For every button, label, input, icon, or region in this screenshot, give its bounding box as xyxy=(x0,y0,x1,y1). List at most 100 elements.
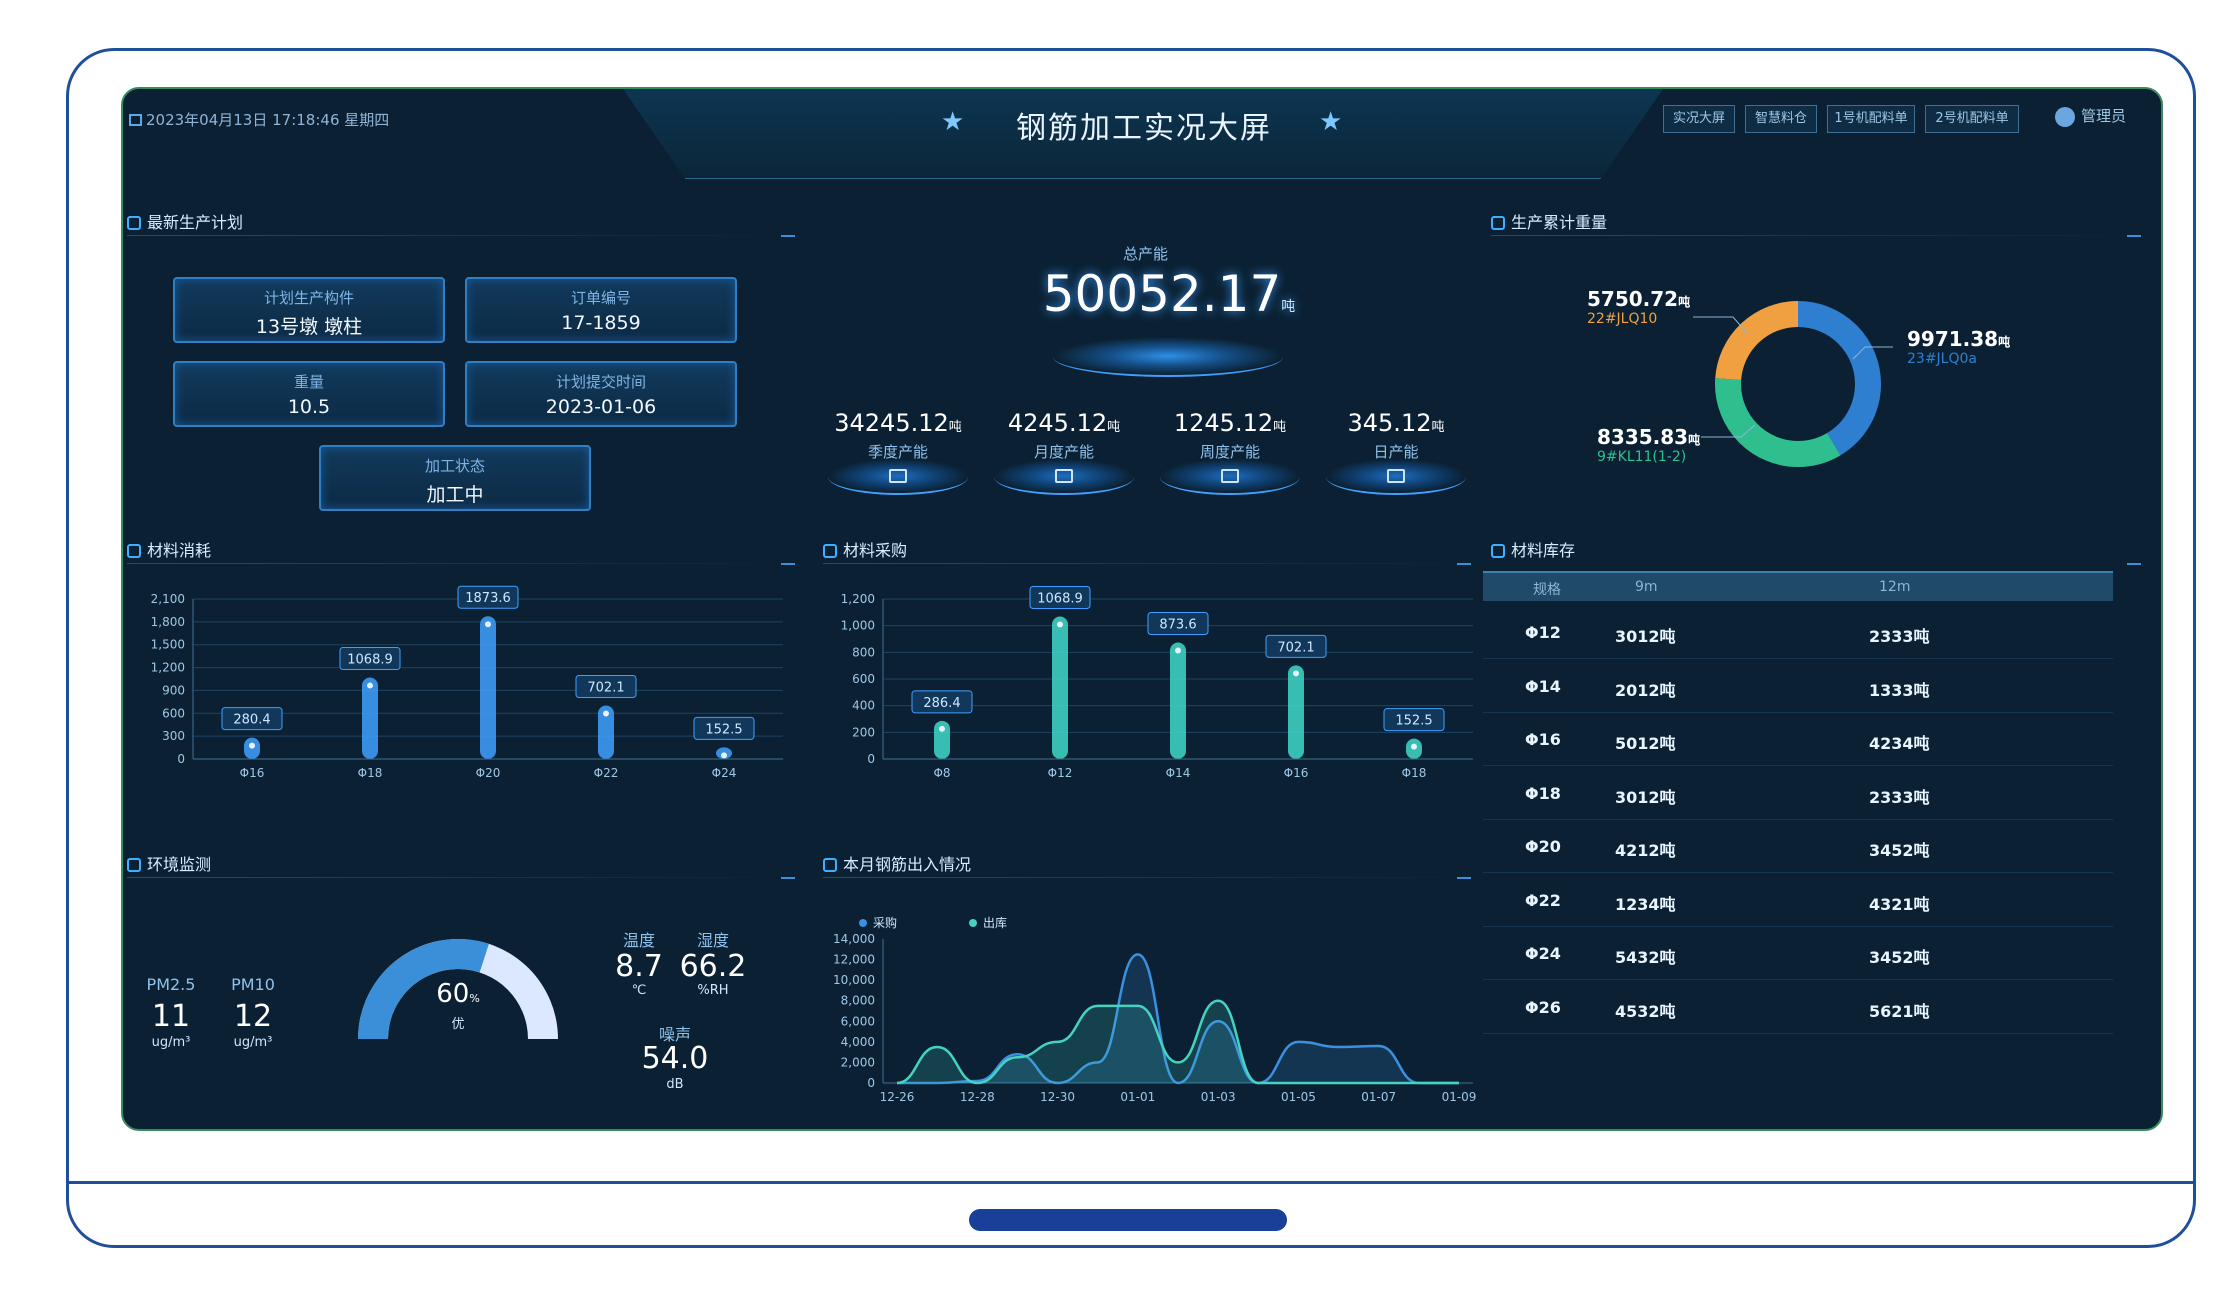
bar xyxy=(1052,616,1068,759)
y-tick-label: 800 xyxy=(852,645,875,659)
table-cell: Φ16 xyxy=(1525,730,1561,749)
temp-value: 8.7 xyxy=(615,949,663,984)
x-tick-label: Φ14 xyxy=(1166,766,1191,780)
user-name: 管理员 xyxy=(2081,107,2127,125)
bar-data-label: 1068.9 xyxy=(1037,591,1083,606)
bar xyxy=(480,616,496,759)
table-cell: 5621吨 xyxy=(1869,1001,1930,1021)
nav-button-warehouse[interactable]: 智慧料仓 xyxy=(1745,105,1817,133)
collapse-dash[interactable] xyxy=(781,235,795,237)
leader-line xyxy=(1701,424,1756,438)
section-icon xyxy=(823,544,837,558)
collapse-dash[interactable] xyxy=(1457,877,1471,879)
bar-label-box xyxy=(1265,634,1327,658)
section-icon xyxy=(127,858,141,872)
section-title-flow: 本月钢筋出入情况 xyxy=(823,851,971,875)
x-tick-label: 01-05 xyxy=(1281,1090,1316,1104)
section-title-plan: 最新生产计划 xyxy=(127,209,243,233)
star-icon: ★ xyxy=(941,107,965,137)
y-tick-label: 1,200 xyxy=(841,592,875,606)
aqi-number: 60 xyxy=(436,979,470,1009)
donut-value-c: 8335.83吨 xyxy=(1597,425,1700,449)
table-cell: Φ14 xyxy=(1525,676,1561,696)
capacity-pedestal xyxy=(994,459,1134,495)
pm10-label: PM10 xyxy=(231,975,275,994)
user-menu[interactable]: 管理员 xyxy=(2055,105,2126,127)
table-cell: 3012吨 xyxy=(1615,627,1676,646)
y-tick-label: 6,000 xyxy=(841,1014,875,1028)
x-tick-label: 01-07 xyxy=(1361,1090,1396,1104)
bar-cap xyxy=(1411,743,1417,750)
capacity-month: 4245.12吨 月度产能 xyxy=(989,409,1139,462)
table-cell: 4532吨 xyxy=(1615,1001,1676,1021)
table-cell: 3012吨 xyxy=(1615,787,1676,807)
bar-data-label: 286.4 xyxy=(923,696,960,711)
section-icon xyxy=(127,544,141,558)
section-title-consumption: 材料消耗 xyxy=(127,537,211,561)
x-tick-label: Φ18 xyxy=(358,766,383,780)
series-area xyxy=(897,1000,1459,1083)
y-tick-label: 1,000 xyxy=(841,619,875,633)
pm25-unit: ug/m³ xyxy=(151,1035,191,1050)
plan-value: 加工中 xyxy=(426,484,484,506)
donut-unit: 吨 xyxy=(1688,433,1701,447)
column-header: 规格 xyxy=(1533,582,1561,598)
y-tick-label: 2,100 xyxy=(151,592,185,606)
section-title-env: 环境监测 xyxy=(127,851,211,875)
calendar-icon xyxy=(1055,469,1073,483)
collapse-dash[interactable] xyxy=(2127,563,2141,565)
capacity-label: 周度产能 xyxy=(1199,443,1260,461)
table-cell: 1333吨 xyxy=(1869,680,1930,700)
collapse-dash[interactable] xyxy=(781,563,795,565)
bar-cap xyxy=(367,682,373,689)
table-row: Φ22 1234吨 4321吨 xyxy=(1483,873,2113,927)
x-tick-label: Φ22 xyxy=(594,766,619,780)
section-title-text: 环境监测 xyxy=(147,855,212,874)
series-area xyxy=(897,954,1459,1083)
y-tick-label: 0 xyxy=(867,752,875,766)
plan-value: 10.5 xyxy=(287,396,331,418)
bar-cap xyxy=(1175,647,1181,654)
table-cell: Φ18 xyxy=(1525,783,1561,803)
capacity-value: 345.12 xyxy=(1347,409,1432,437)
capacity-value: 4245.12 xyxy=(1007,409,1108,437)
plan-box-order: 订单编号 17-1859 xyxy=(465,277,737,343)
y-tick-label: 900 xyxy=(162,683,185,697)
table-row: Φ14 2012吨 1333吨 xyxy=(1483,659,2113,713)
device-home-bar xyxy=(969,1209,1287,1231)
collapse-dash[interactable] xyxy=(781,877,795,879)
section-icon xyxy=(1491,544,1505,558)
nav-button-live[interactable]: 实况大屏 xyxy=(1663,105,1735,133)
y-tick-label: 10,000 xyxy=(833,973,875,987)
donut-unit: 吨 xyxy=(1998,335,2011,349)
section-title-text: 最新生产计划 xyxy=(147,213,244,232)
table-cell: 4234吨 xyxy=(1869,734,1930,753)
total-pedestal xyxy=(1053,337,1283,377)
collapse-dash[interactable] xyxy=(1457,563,1471,565)
collapse-dash[interactable] xyxy=(2127,235,2141,237)
y-tick-label: 400 xyxy=(852,699,875,713)
calendar-icon xyxy=(1387,469,1405,483)
bar-label-box xyxy=(457,585,519,609)
donut-slice xyxy=(1715,301,1881,467)
bar-cap xyxy=(1293,670,1299,677)
bar xyxy=(598,705,614,759)
plan-label: 重量 xyxy=(293,373,324,391)
calendar-icon xyxy=(889,469,907,483)
bar-cap xyxy=(603,710,609,717)
x-tick-label: 01-09 xyxy=(1442,1090,1477,1104)
y-tick-label: 600 xyxy=(852,672,875,686)
nav-button-machine2[interactable]: 2号机配料单 xyxy=(1925,105,2019,133)
plan-label: 订单编号 xyxy=(570,289,631,307)
capacity-unit: 吨 xyxy=(1273,420,1287,435)
bar-cap xyxy=(721,752,727,759)
aqi-value: 60% xyxy=(408,979,508,1009)
y-tick-label: 12,000 xyxy=(833,953,875,967)
divider xyxy=(127,563,787,564)
section-title-purchase: 材料采购 xyxy=(823,537,907,561)
pm10-unit: ug/m³ xyxy=(233,1035,273,1050)
calendar-icon xyxy=(129,114,142,126)
device-frame: 钢筋加工实况大屏 ★ ★ 2023年04月13日 17:18:46 星期四 实况… xyxy=(66,48,2196,1248)
column-header: 9m xyxy=(1635,579,1658,595)
nav-button-machine1[interactable]: 1号机配料单 xyxy=(1827,105,1915,133)
